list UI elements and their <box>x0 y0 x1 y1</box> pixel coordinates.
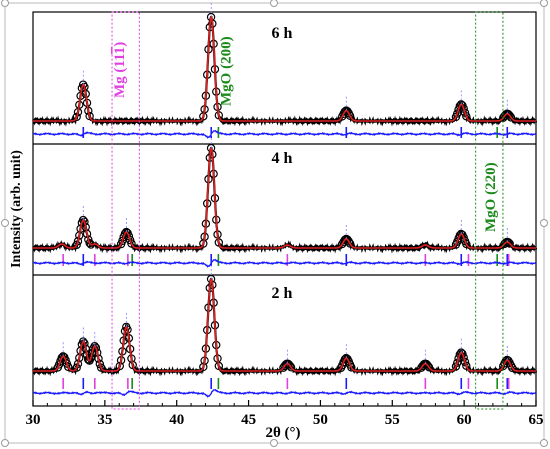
resize-handle[interactable] <box>1 219 9 227</box>
observed-point <box>124 231 134 241</box>
calculated-pattern <box>33 146 536 249</box>
observed-point <box>505 239 514 248</box>
observed-point <box>285 361 295 370</box>
plot-frame <box>32 11 537 407</box>
observed-point <box>462 112 471 121</box>
resize-handle[interactable] <box>1 0 9 7</box>
x-tick-label: 45 <box>241 412 256 428</box>
mgo-highlight-box <box>475 11 504 410</box>
observed-point <box>95 359 105 369</box>
observed-point <box>505 111 514 120</box>
y-axis-label: Intensity (arb. unit) <box>9 150 24 268</box>
observed-point <box>462 239 471 249</box>
observed-point <box>451 362 461 371</box>
highlight-boxes <box>111 11 504 410</box>
difference-curve <box>32 258 537 268</box>
observed-point <box>122 227 131 237</box>
x-axis-label: 2θ (°) <box>265 425 300 441</box>
observed-point <box>115 361 125 371</box>
observed-point <box>459 104 468 113</box>
resize-handle[interactable] <box>540 0 548 7</box>
observed-point <box>78 337 88 346</box>
observed-point <box>458 349 467 358</box>
x-tick-label: 60 <box>457 412 472 428</box>
observed-point <box>72 112 81 122</box>
observed-point <box>286 363 296 372</box>
observed-point <box>423 361 432 370</box>
difference-curve <box>32 129 537 139</box>
difference-curve <box>32 388 537 398</box>
observed-point <box>85 111 94 121</box>
calculated-pattern <box>33 15 536 122</box>
annotation-mgo-200: MgO (200) <box>219 36 235 106</box>
annotation-mgo-220: MgO (220) <box>483 162 499 232</box>
panel-label: 4 h <box>272 150 293 167</box>
observed-point <box>345 239 355 248</box>
observed-point <box>78 215 88 225</box>
observed-point <box>91 343 101 352</box>
resize-handle[interactable] <box>540 439 548 447</box>
x-tick-label: 30 <box>26 412 41 428</box>
observed-point <box>345 111 355 121</box>
observed-point <box>504 238 513 247</box>
observed-point <box>453 358 462 368</box>
x-tick-label: 50 <box>313 412 328 428</box>
x-tick-label: 65 <box>529 412 544 428</box>
observed-point <box>508 363 517 373</box>
observed-point <box>456 100 466 109</box>
observed-point <box>343 107 352 116</box>
observed-point <box>72 240 81 250</box>
resize-handle[interactable] <box>540 219 548 227</box>
resize-handle[interactable] <box>1 439 9 447</box>
observed-point <box>64 362 73 372</box>
observed-point <box>87 349 97 358</box>
observed-point <box>127 239 136 248</box>
observed-point <box>456 348 466 357</box>
observed-point <box>453 109 462 118</box>
x-axis: 30 35 40 45 50 55 60 65 <box>26 400 544 428</box>
panel-2h: 2 h <box>32 265 538 398</box>
observed-point <box>462 361 471 371</box>
panel-label: 6 h <box>272 25 293 42</box>
x-tick-label: 35 <box>97 412 112 428</box>
resize-handle[interactable] <box>270 439 278 447</box>
observed-point <box>73 359 83 369</box>
observed-point <box>118 236 127 246</box>
observed-point <box>80 217 89 226</box>
observed-point <box>72 363 81 372</box>
x-tick-label: 55 <box>385 412 400 428</box>
observed-point <box>460 357 470 367</box>
observed-point <box>73 236 83 246</box>
panel-label: 2 h <box>272 285 293 302</box>
annotation-mg-111: Mg (111) <box>112 42 128 98</box>
observed-point <box>347 363 356 372</box>
observed-point <box>424 363 434 372</box>
observed-point <box>84 235 93 244</box>
panel-6h: 6 h <box>32 3 538 139</box>
x-tick-label: 40 <box>169 412 184 428</box>
resize-handle[interactable] <box>270 0 278 7</box>
observed-point <box>96 363 106 372</box>
observed-point <box>504 356 513 365</box>
observed-point <box>500 239 509 249</box>
panels: 6 h 4 h 2 h <box>32 3 538 398</box>
observed-point <box>460 108 470 117</box>
observed-point <box>199 362 208 372</box>
annotations: Mg (111) MgO (200) MgO (220) <box>112 36 499 232</box>
mg-highlight-box <box>111 11 140 410</box>
observed-point <box>85 238 94 248</box>
panel-4h: 4 h <box>32 134 538 268</box>
observed-point <box>506 113 516 122</box>
observed-point <box>459 353 468 362</box>
calculated-pattern <box>33 277 536 372</box>
observed-point <box>80 339 89 348</box>
